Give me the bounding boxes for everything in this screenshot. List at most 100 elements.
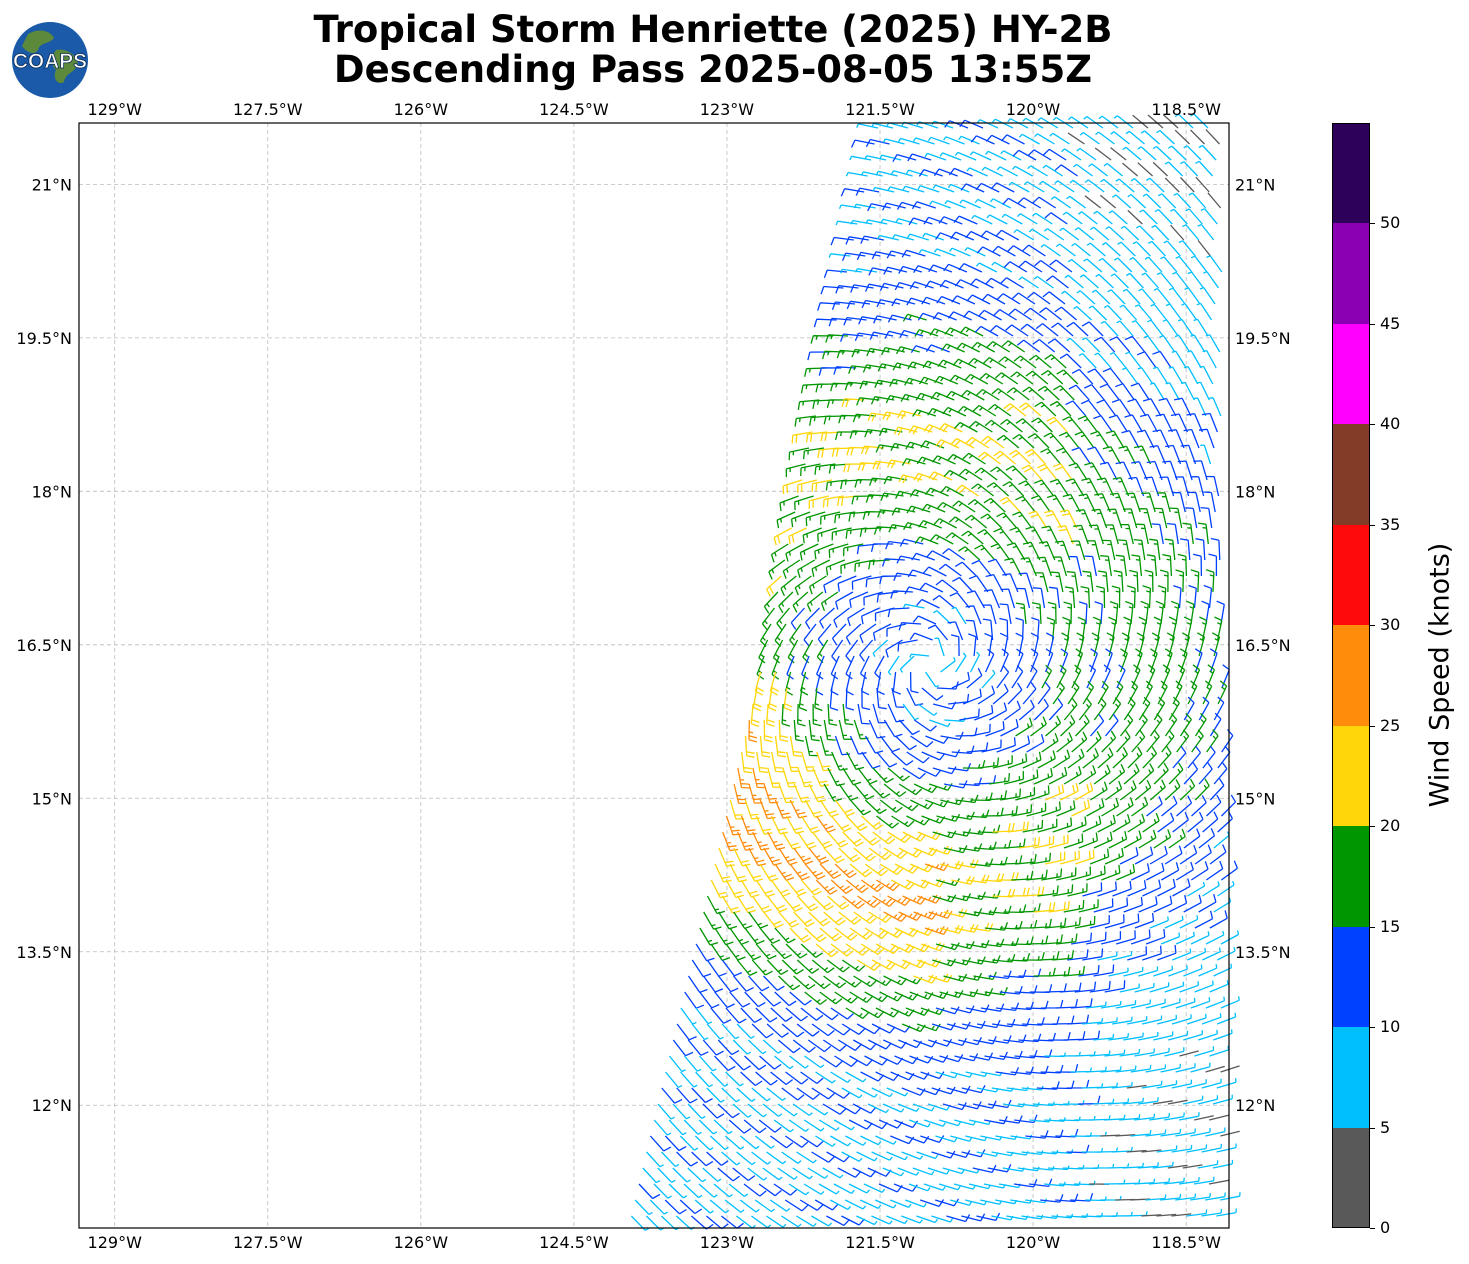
wind-barb: [861, 815, 884, 830]
wind-barb: [948, 693, 970, 705]
wind-barb: [1080, 585, 1091, 609]
wind-barb: [867, 203, 891, 212]
wind-barb: [852, 413, 876, 423]
wind-barb: [890, 442, 915, 452]
wind-barb: [965, 619, 979, 641]
wind-barb: [1112, 951, 1133, 961]
wind-barb: [634, 1199, 653, 1215]
wind-barb: [921, 878, 946, 888]
wind-barb: [849, 591, 869, 608]
wind-barb: [847, 607, 865, 627]
wind-barb: [1152, 429, 1170, 449]
wind-barb: [927, 624, 949, 641]
wind-barb: [1078, 965, 1100, 977]
wind-barb: [1115, 1000, 1137, 1009]
wind-barb: [860, 445, 885, 455]
wind-barb: [774, 1055, 794, 1070]
wind-barb: [876, 299, 901, 308]
wind-barb: [951, 295, 976, 305]
wind-barb: [974, 775, 997, 785]
wind-barb: [912, 615, 937, 625]
wind-barb: [1206, 255, 1223, 273]
wind-barb: [988, 839, 1012, 849]
wind-barb: [1048, 766, 1068, 785]
wind-barb: [861, 751, 881, 770]
wind-barb: [1202, 947, 1221, 961]
wind-barb: [837, 1103, 862, 1115]
wind-barb: [814, 1199, 839, 1211]
wind-barb: [1037, 750, 1056, 769]
wind-barb: [759, 927, 781, 944]
wind-barb: [1192, 553, 1203, 577]
wind-barb: [1096, 477, 1115, 497]
wind-barb: [873, 526, 897, 535]
wind-barb: [845, 687, 855, 711]
wind-barb: [1026, 802, 1047, 817]
wind-barb: [987, 1164, 1012, 1173]
wind-barb: [1166, 632, 1175, 657]
wind-barb: [908, 425, 933, 435]
wind-barb: [1206, 729, 1219, 753]
wind-barb: [882, 411, 907, 421]
wind-barb: [815, 1071, 836, 1084]
wind-barb: [831, 301, 856, 311]
wind-barb: [1085, 931, 1107, 945]
wind-barb: [842, 543, 864, 557]
wind-barb: [766, 1023, 789, 1038]
lat-tick-label-right: 19.5°N: [1235, 329, 1291, 348]
wind-barb: [905, 1071, 930, 1080]
wind-barb: [1089, 781, 1108, 801]
wind-barb: [1119, 780, 1137, 801]
lat-tick-label-left: 21°N: [32, 175, 72, 194]
wind-barb: [799, 1199, 824, 1211]
wind-barb: [1068, 384, 1090, 401]
wind-barb: [1018, 480, 1040, 497]
wind-barb: [778, 911, 800, 928]
colorbar-tick-label: 40: [1380, 414, 1401, 434]
wind-barb: [1130, 929, 1151, 945]
wind-barb: [876, 687, 887, 710]
wind-barb: [1217, 811, 1233, 833]
wind-barb: [755, 879, 776, 898]
wind-barb: [1011, 735, 1031, 753]
wind-barb: [927, 136, 950, 145]
wind-barb: [818, 1183, 840, 1195]
wind-barb: [808, 847, 829, 865]
wind-barb: [1012, 165, 1033, 177]
wind-barb: [1174, 476, 1190, 497]
wind-barb: [865, 575, 887, 588]
wind-barb: [894, 863, 919, 874]
wind-barb: [946, 1149, 971, 1159]
wind-barb: [902, 703, 919, 721]
wind-barb: [691, 1087, 713, 1104]
wind-barb: [996, 805, 1018, 817]
wind-barb: [871, 1215, 893, 1225]
wind-barb: [853, 911, 877, 924]
wind-barb: [792, 591, 809, 613]
wind-barb: [925, 671, 940, 688]
wind-barb: [1056, 933, 1078, 945]
colorbar-segment: [1332, 323, 1370, 425]
wind-barb: [794, 415, 816, 427]
wind-barb: [1086, 540, 1101, 561]
lon-tick-label-bottom: 121.5°W: [845, 1233, 915, 1252]
wind-barb: [1168, 287, 1186, 305]
wind-barb: [860, 1007, 885, 1019]
wind-barb: [800, 1071, 824, 1085]
wind-barb: [1190, 1062, 1211, 1073]
wind-barb: [901, 249, 926, 258]
wind-barb: [1196, 302, 1213, 321]
wind-barb: [803, 1119, 825, 1132]
wind-barb: [817, 302, 841, 311]
wind-barb: [1096, 399, 1117, 417]
wind-barb: [1032, 212, 1053, 225]
wind-barb: [951, 811, 975, 821]
wind-barb: [1012, 433, 1035, 449]
wind-barb: [864, 799, 887, 815]
wind-barb: [918, 168, 943, 177]
lat-tick-label-left: 15°N: [32, 789, 72, 808]
wind-barb: [889, 1199, 912, 1209]
wind-barb: [744, 799, 760, 820]
wind-barb: [1116, 730, 1131, 753]
wind-barb: [1200, 444, 1212, 465]
